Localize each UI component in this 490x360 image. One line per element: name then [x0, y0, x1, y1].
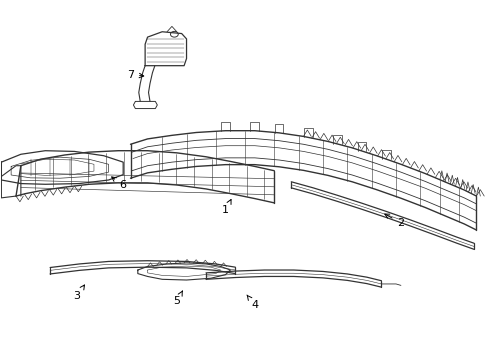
Text: 6: 6 — [112, 177, 127, 190]
Text: 5: 5 — [173, 291, 182, 306]
Text: 1: 1 — [222, 199, 231, 215]
Text: 7: 7 — [127, 69, 144, 80]
Text: 3: 3 — [74, 285, 84, 301]
Text: 4: 4 — [247, 295, 258, 310]
Text: 2: 2 — [385, 214, 404, 228]
